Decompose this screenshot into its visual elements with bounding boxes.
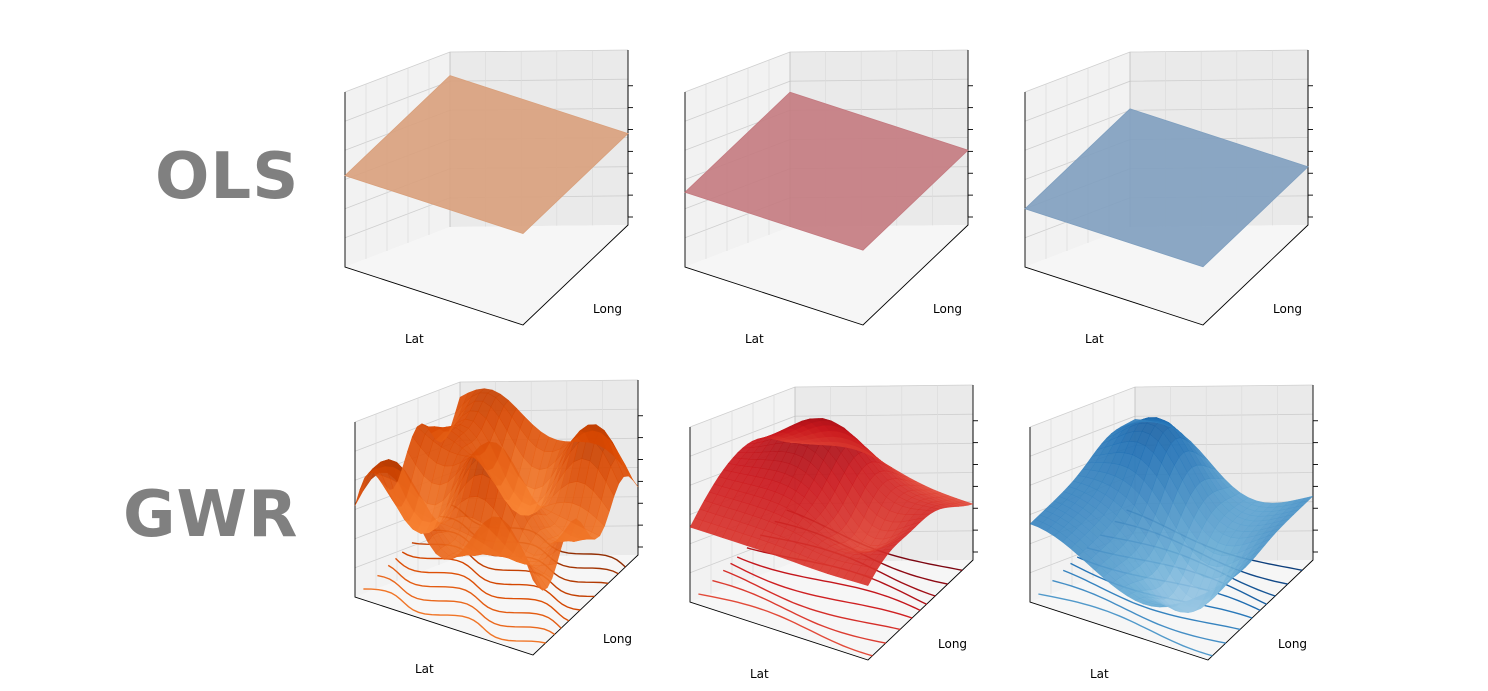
surface-patch — [1130, 419, 1144, 423]
surface-mesh — [1029, 417, 1314, 613]
y-axis-label: Long — [603, 632, 632, 646]
floor-pane — [685, 225, 968, 325]
x-axis-label: Lat — [415, 662, 434, 676]
contour-line — [1038, 593, 1213, 657]
x-axis-label: Lat — [745, 332, 764, 346]
surface-plot-gwr-2: Lat Long — [689, 384, 978, 681]
contour-line — [401, 551, 581, 611]
contour-line — [712, 579, 886, 644]
flat-surface — [1024, 108, 1309, 268]
y-axis-label: Long — [1273, 302, 1302, 316]
contour-line — [730, 562, 913, 619]
surface-plot-ols-3: Lat Long — [1024, 49, 1313, 346]
x-axis-label: Lat — [1090, 667, 1109, 681]
floor-pane — [1030, 560, 1313, 660]
floor-pane — [690, 560, 973, 660]
y-axis-label: Long — [1278, 637, 1307, 651]
contour-line — [1062, 569, 1241, 631]
contour-line — [395, 557, 570, 622]
contour-line — [736, 556, 921, 612]
surface-mesh — [354, 388, 639, 591]
y-axis-label: Long — [593, 302, 622, 316]
flat-surface — [344, 75, 629, 235]
x-axis-label: Lat — [1085, 332, 1104, 346]
contour-line — [722, 569, 901, 631]
y-axis-label: Long — [938, 637, 967, 651]
surface-patch — [790, 442, 804, 444]
surface-mesh — [689, 418, 974, 586]
row-label-gwr: GWR — [123, 478, 299, 552]
x-axis-label: Lat — [405, 332, 424, 346]
surface-plot-gwr-1: Lat Long — [354, 379, 643, 676]
flat-surface — [684, 91, 969, 251]
row-label-ols: OLS — [155, 140, 300, 214]
surface-patch — [455, 392, 469, 414]
floor-pane — [345, 225, 628, 325]
surface-plot-gwr-3: Lat Long — [1029, 384, 1318, 681]
contour-line — [377, 574, 555, 635]
surface-plot-ols-1: Lat Long — [344, 49, 633, 346]
surface-plot-ols-2: Lat Long — [684, 49, 973, 346]
y-axis-label: Long — [933, 302, 962, 316]
floor-pane — [1025, 225, 1308, 325]
contour-line — [387, 564, 562, 629]
contour-line — [363, 588, 546, 644]
x-axis-label: Lat — [750, 667, 769, 681]
contour-line — [1052, 579, 1226, 644]
contour-line — [698, 593, 873, 657]
